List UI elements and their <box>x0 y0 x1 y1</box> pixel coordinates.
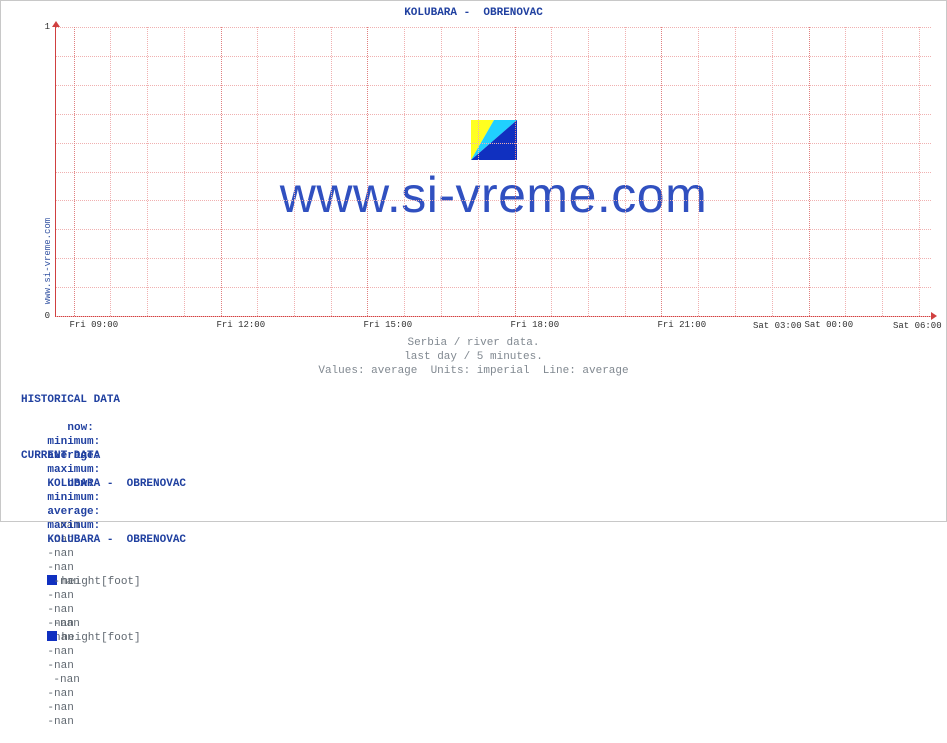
x-tick-label: Sat 03:00 <box>753 321 802 331</box>
vgrid-line <box>404 27 405 316</box>
vgrid-line <box>698 27 699 316</box>
x-tick-label: Fri 15:00 <box>363 320 412 330</box>
cell-now: -nan <box>47 673 119 687</box>
watermark-text: www.si-vreme.com <box>56 166 931 224</box>
x-tick-label: Fri 18:00 <box>511 320 560 330</box>
vgrid-line <box>515 27 516 316</box>
vgrid-line <box>367 27 368 316</box>
vgrid-line <box>735 27 736 316</box>
vgrid-line <box>809 27 810 316</box>
vgrid-line <box>845 27 846 316</box>
vgrid-line <box>147 27 148 316</box>
current-data-block: CURRENT DATA now: minimum: average: maxi… <box>21 449 186 743</box>
x-tick-label: Sat 06:00 <box>893 321 942 331</box>
vgrid-line <box>74 27 75 316</box>
vgrid-line <box>441 27 442 316</box>
vgrid-line <box>221 27 222 316</box>
table-row: -nan -nan -nan -nan height[foot] <box>21 561 186 659</box>
x-tick-label: Fri 12:00 <box>217 320 266 330</box>
hgrid-line <box>56 85 931 86</box>
hgrid-line <box>56 172 931 173</box>
cell-min: -nan <box>47 687 119 701</box>
caption-line-3: Values: average Units: imperial Line: av… <box>1 365 946 377</box>
cell-avg: -nan <box>47 701 119 715</box>
cell-avg: -nan <box>47 603 119 617</box>
vgrid-line <box>184 27 185 316</box>
cell-max: -nan <box>47 617 119 631</box>
hgrid-line <box>56 316 931 317</box>
caption-line-2: last day / 5 minutes. <box>1 351 946 363</box>
cell-min: -nan <box>47 589 119 603</box>
hgrid-line <box>56 114 931 115</box>
y-tick-label: 0 <box>45 311 50 321</box>
caption-line-1: Serbia / river data. <box>1 337 946 349</box>
cell-now: -nan <box>47 575 119 589</box>
chart-title: KOLUBARA - OBRENOVAC <box>1 7 946 19</box>
vgrid-line <box>257 27 258 316</box>
hgrid-line <box>56 56 931 57</box>
historical-header: HISTORICAL DATA <box>21 393 186 407</box>
table-row: -nan -nan -nan -nan <box>21 659 186 743</box>
col-now: now: <box>47 477 119 491</box>
x-tick-label: Fri 21:00 <box>657 320 706 330</box>
vgrid-line <box>625 27 626 316</box>
vgrid-line <box>478 27 479 316</box>
col-now: now: <box>47 421 119 435</box>
hgrid-line <box>56 200 931 201</box>
hgrid-line <box>56 258 931 259</box>
vgrid-line <box>882 27 883 316</box>
hgrid-line <box>56 27 931 28</box>
series-label: KOLUBARA - OBRENOVAC <box>47 533 186 547</box>
vgrid-line <box>294 27 295 316</box>
col-minimum: minimum: <box>47 491 119 505</box>
vgrid-line <box>919 27 920 316</box>
hgrid-line <box>56 287 931 288</box>
hgrid-line <box>56 143 931 144</box>
y-tick-label: 1 <box>45 22 50 32</box>
series-metric: height[foot] <box>47 631 140 645</box>
side-label: www.si-vreme.com <box>43 218 53 304</box>
col-maximum: maximum: <box>47 519 119 533</box>
vgrid-line <box>110 27 111 316</box>
vgrid-line <box>331 27 332 316</box>
x-tick-label: Sat 00:00 <box>805 320 854 330</box>
x-tick-label: Fri 09:00 <box>70 320 119 330</box>
vgrid-line <box>551 27 552 316</box>
vgrid-line <box>772 27 773 316</box>
vgrid-line <box>588 27 589 316</box>
cell-max: -nan <box>47 715 119 729</box>
vgrid-line <box>661 27 662 316</box>
col-minimum: minimum: <box>47 435 119 449</box>
series-swatch-icon <box>47 631 57 641</box>
table-header-row: now: minimum: average: maximum: KOLUBARA… <box>21 463 186 561</box>
col-average: average: <box>47 505 119 519</box>
chart-plot-area: www.si-vreme.com 01Fri 09:00Fri 12:00Fri… <box>55 27 931 317</box>
current-header: CURRENT DATA <box>21 449 186 463</box>
hgrid-line <box>56 229 931 230</box>
